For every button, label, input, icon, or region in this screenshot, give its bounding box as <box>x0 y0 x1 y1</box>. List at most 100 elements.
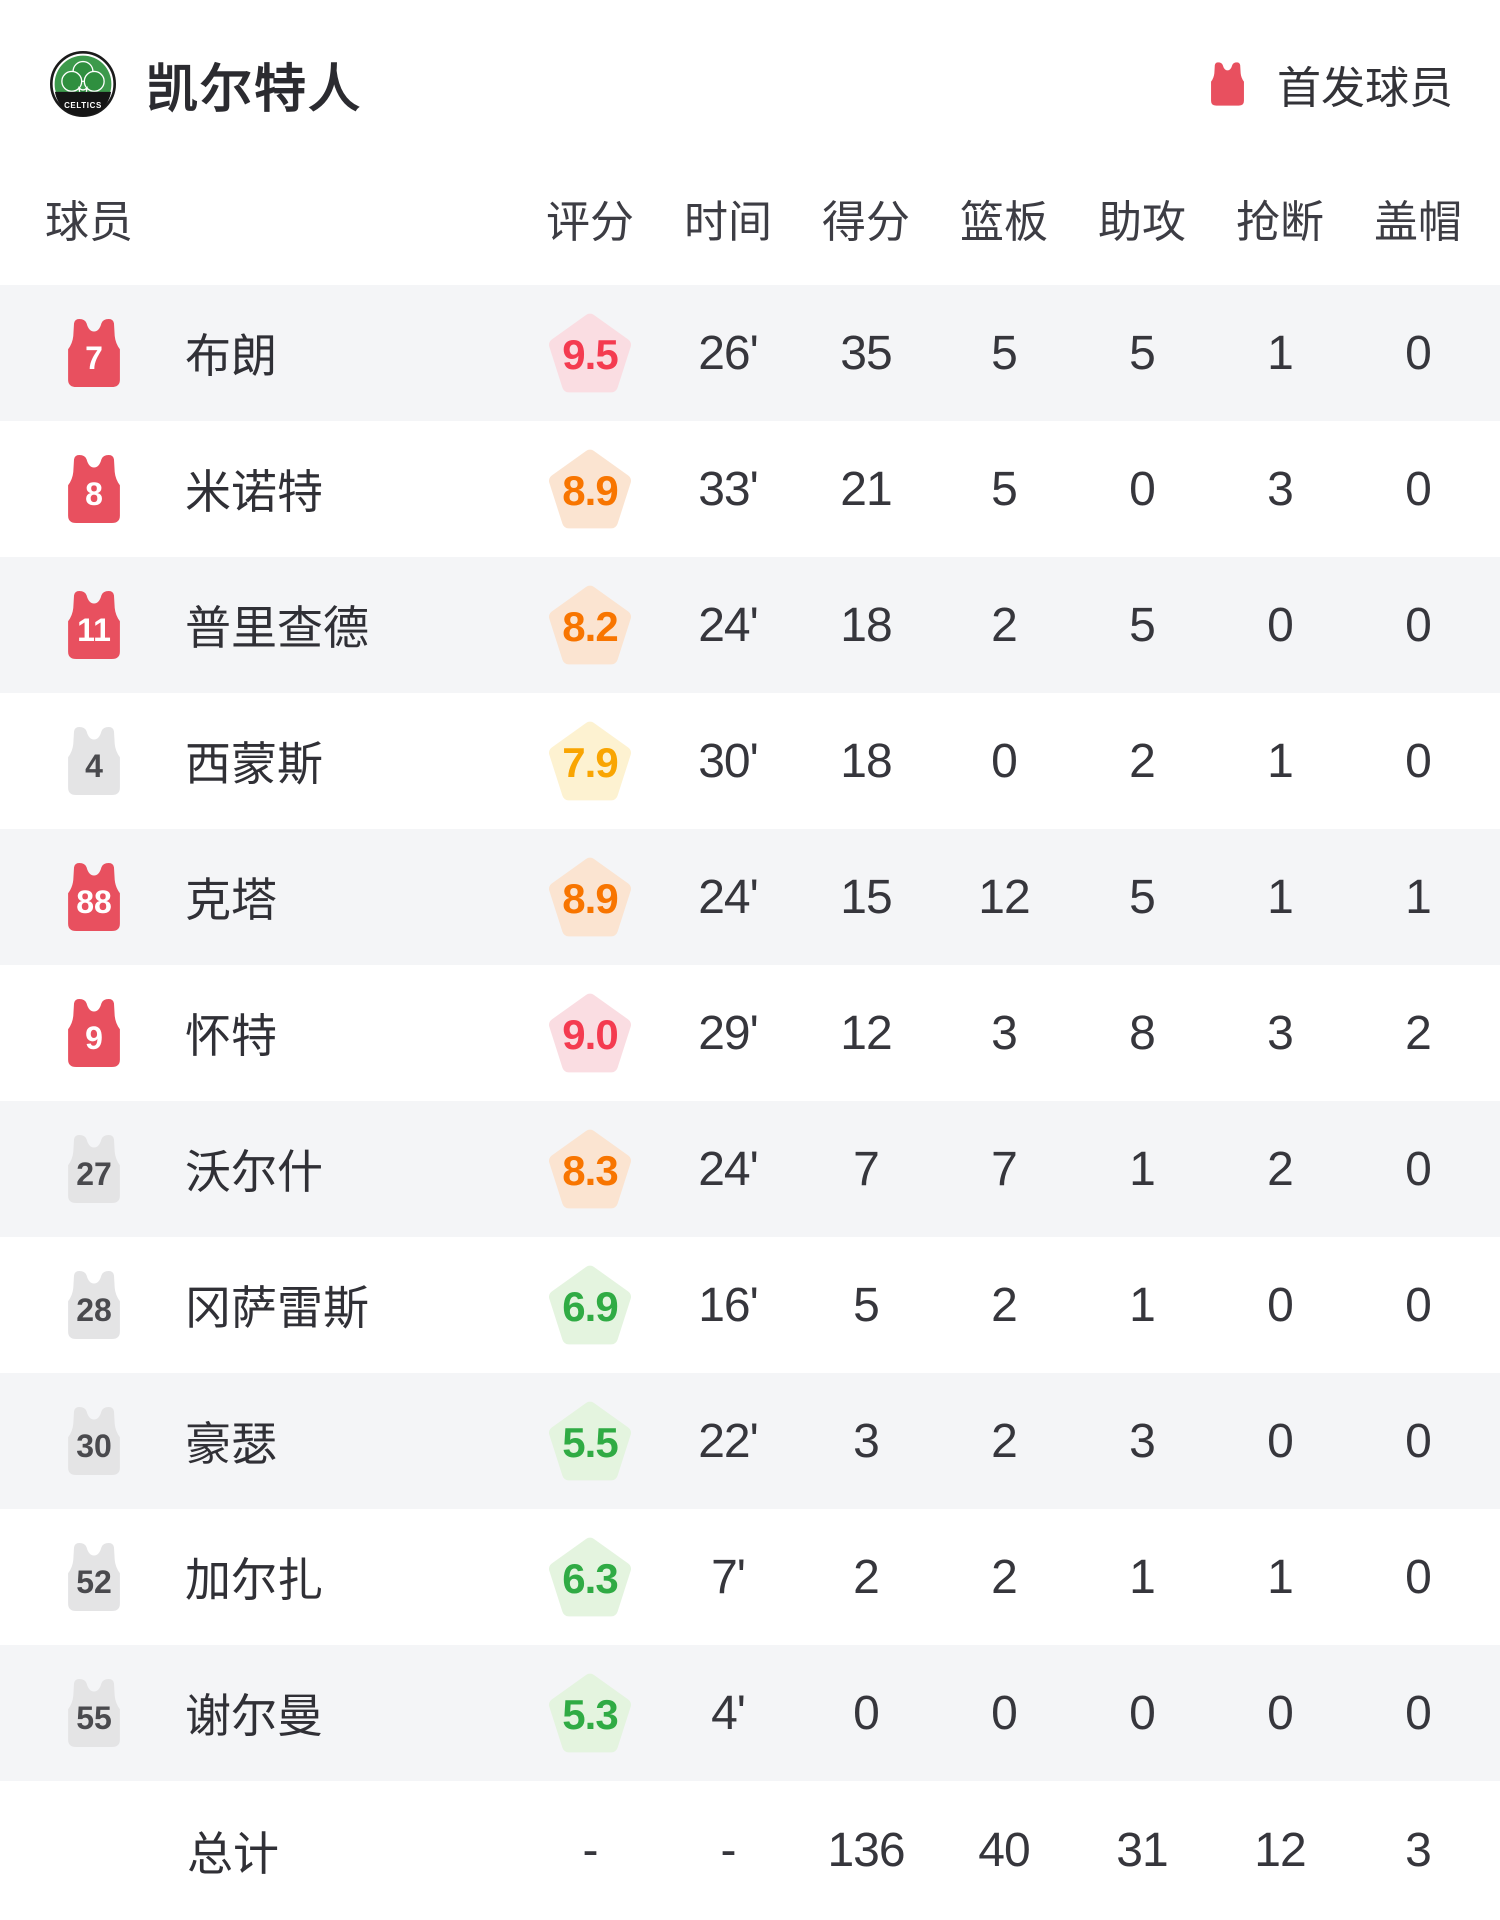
assists-value: 1 <box>1129 1550 1156 1604</box>
table-row[interactable]: 4 西蒙斯 7.9 30' 18 0 2 1 0 <box>0 693 1500 829</box>
rating-cell: 7.9 <box>521 719 659 803</box>
totals-points: 136 <box>827 1824 905 1877</box>
table-row[interactable]: 30 豪瑟 5.5 22' 3 2 3 0 0 <box>0 1373 1500 1509</box>
points-value: 0 <box>853 1686 880 1740</box>
jersey-number: 7 <box>85 340 103 377</box>
rating-cell: 8.2 <box>521 583 659 667</box>
table-row[interactable]: 52 加尔扎 6.3 7' 2 2 1 1 0 <box>0 1509 1500 1645</box>
player-name: 布朗 <box>185 330 277 382</box>
steals-value: 0 <box>1267 1278 1294 1332</box>
column-header-rating: 评分 <box>546 197 634 247</box>
player-cell: 55 谢尔曼 <box>45 1674 521 1752</box>
rebounds-value: 3 <box>991 1006 1018 1060</box>
blocks-value: 2 <box>1405 1006 1432 1060</box>
starter-legend-label: 首发球员 <box>1277 64 1453 113</box>
rating-value: 5.5 <box>562 1418 618 1466</box>
table-row[interactable]: 28 冈萨雷斯 6.9 16' 5 2 1 0 0 <box>0 1237 1500 1373</box>
player-name: 冈萨雷斯 <box>185 1282 369 1334</box>
points-value: 21 <box>840 462 892 516</box>
column-header-assists: 助攻 <box>1098 197 1186 247</box>
player-name: 米诺特 <box>185 466 323 518</box>
table-header-row: 球员 评分 时间 得分 篮板 助攻 抢断 盖帽 <box>0 150 1500 285</box>
table-row[interactable]: 7 布朗 9.5 26' 35 5 5 1 0 <box>0 285 1500 421</box>
table-row[interactable]: 9 怀特 9.0 29' 12 3 8 3 2 <box>0 965 1500 1101</box>
rating-badge: 7.9 <box>549 719 631 803</box>
rating-value: 8.9 <box>562 874 618 922</box>
blocks-value: 0 <box>1405 1550 1432 1604</box>
time-value: 7' <box>711 1550 746 1604</box>
player-name: 怀特 <box>185 1010 277 1062</box>
table-row[interactable]: 55 谢尔曼 5.3 4' 0 0 0 0 0 <box>0 1645 1500 1781</box>
points-value: 12 <box>840 1006 892 1060</box>
jersey-icon: 7 <box>57 314 131 392</box>
steals-value: 1 <box>1267 1550 1294 1604</box>
jersey-number: 27 <box>76 1156 112 1193</box>
player-cell: 27 沃尔什 <box>45 1130 521 1208</box>
player-cell: 52 加尔扎 <box>45 1538 521 1616</box>
rating-value: 5.3 <box>562 1690 618 1738</box>
jersey-number: 28 <box>76 1292 112 1329</box>
rebounds-value: 7 <box>991 1142 1018 1196</box>
table-row[interactable]: 88 克塔 8.9 24' 15 12 5 1 1 <box>0 829 1500 965</box>
steals-value: 2 <box>1267 1142 1294 1196</box>
totals-rebounds: 40 <box>978 1824 1030 1877</box>
rebounds-value: 5 <box>991 462 1018 516</box>
totals-rating: - <box>582 1824 599 1877</box>
table-row[interactable]: 8 米诺特 8.9 33' 21 5 0 3 0 <box>0 421 1500 557</box>
points-value: 35 <box>840 326 892 380</box>
rating-badge: 5.5 <box>549 1399 631 1483</box>
assists-value: 5 <box>1129 598 1156 652</box>
player-cell: 8 米诺特 <box>45 450 521 528</box>
steals-value: 0 <box>1267 598 1294 652</box>
jersey-number: 88 <box>76 884 112 921</box>
rating-value: 6.3 <box>562 1554 618 1602</box>
rating-value: 6.9 <box>562 1282 618 1330</box>
jersey-icon: 52 <box>57 1538 131 1616</box>
table-row[interactable]: 11 普里查德 8.2 24' 18 2 5 0 0 <box>0 557 1500 693</box>
jersey-icon: 8 <box>57 450 131 528</box>
blocks-value: 0 <box>1405 598 1432 652</box>
jersey-icon: 9 <box>57 994 131 1072</box>
player-name: 西蒙斯 <box>185 738 323 790</box>
rebounds-value: 2 <box>991 1414 1018 1468</box>
blocks-value: 0 <box>1405 1142 1432 1196</box>
rating-value: 8.9 <box>562 466 618 514</box>
rating-cell: 8.3 <box>521 1127 659 1211</box>
rating-badge: 8.2 <box>549 583 631 667</box>
rating-badge: 8.9 <box>549 855 631 939</box>
jersey-number: 9 <box>85 1020 103 1057</box>
player-cell: 28 冈萨雷斯 <box>45 1266 521 1344</box>
blocks-value: 0 <box>1405 326 1432 380</box>
table-row[interactable]: 27 沃尔什 8.3 24' 7 7 1 2 0 <box>0 1101 1500 1237</box>
rating-cell: 9.0 <box>521 991 659 1075</box>
rating-badge: 5.3 <box>549 1671 631 1755</box>
assists-value: 1 <box>1129 1278 1156 1332</box>
totals-row: 总计 - - 136 40 31 12 3 <box>0 1781 1500 1920</box>
time-value: 26' <box>698 326 759 380</box>
points-value: 18 <box>840 734 892 788</box>
column-header-blocks: 盖帽 <box>1374 197 1462 247</box>
rating-badge: 6.9 <box>549 1263 631 1347</box>
time-value: 29' <box>698 1006 759 1060</box>
time-value: 24' <box>698 870 759 924</box>
rating-cell: 8.9 <box>521 855 659 939</box>
rating-badge: 9.0 <box>549 991 631 1075</box>
table-body: 7 布朗 9.5 26' 35 5 5 1 0 8 <box>0 285 1500 1781</box>
column-header-time: 时间 <box>684 197 772 247</box>
blocks-value: 0 <box>1405 1278 1432 1332</box>
time-value: 33' <box>698 462 759 516</box>
rating-badge: 9.5 <box>549 311 631 395</box>
blocks-value: 0 <box>1405 1414 1432 1468</box>
column-header-steals: 抢断 <box>1236 197 1324 247</box>
assists-value: 8 <box>1129 1006 1156 1060</box>
rating-value: 8.2 <box>562 602 618 650</box>
blocks-value: 0 <box>1405 1686 1432 1740</box>
time-value: 30' <box>698 734 759 788</box>
totals-assists: 31 <box>1116 1824 1168 1877</box>
rating-cell: 9.5 <box>521 311 659 395</box>
rating-cell: 6.3 <box>521 1535 659 1619</box>
jersey-number: 30 <box>76 1428 112 1465</box>
jersey-number: 4 <box>85 748 103 785</box>
rating-value: 7.9 <box>562 738 618 786</box>
team-logo-icon: CELTICS <box>50 51 116 117</box>
